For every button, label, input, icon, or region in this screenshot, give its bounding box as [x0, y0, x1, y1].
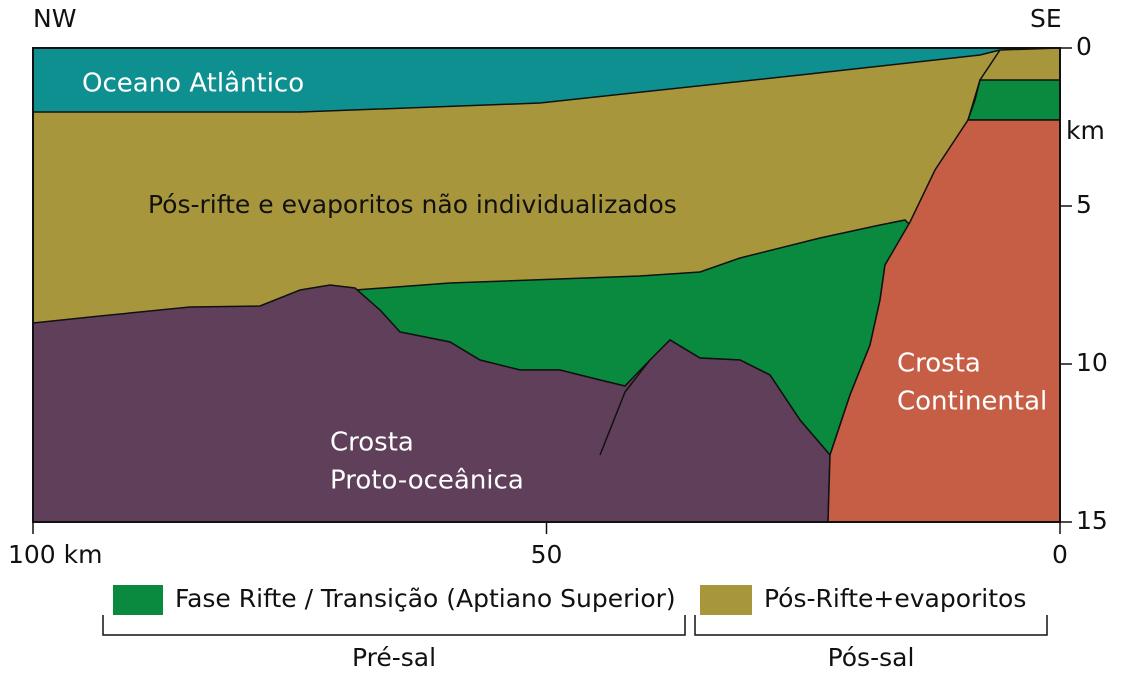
se-label: SE: [1030, 4, 1062, 33]
bracket-label: Pré-sal: [352, 643, 436, 672]
post-rift-label: Pós-rifte e evaporitos não individualiza…: [148, 190, 677, 219]
depth-tick-label: 15: [1076, 506, 1108, 535]
proto-label: Proto-oceânica: [330, 466, 524, 496]
distance-tick-label: 50: [531, 540, 563, 569]
nw-label: NW: [33, 4, 76, 33]
axes: 0 5 10 15 100 km 50 0: [8, 32, 1108, 569]
legend-swatch: [113, 585, 163, 615]
ocean-label: Oceano Atlântico: [82, 69, 304, 99]
fault: [599, 359, 651, 456]
boundary: [967, 49, 1001, 121]
distance-tick-label: 0: [1052, 540, 1068, 569]
depth-tick-label: 0: [1076, 32, 1092, 61]
distance-tick-label: 100 km: [8, 540, 103, 569]
bracket: [694, 615, 1048, 636]
bracket-label: Pós-sal: [828, 643, 915, 672]
continental-crust: [827, 119, 1061, 523]
continental-label: Continental: [897, 387, 1047, 417]
continental-label: Crosta: [897, 349, 981, 379]
depth-unit: km: [1066, 116, 1105, 145]
legend-label: Pós-Rifte+evaporitos: [764, 584, 1026, 613]
legend-swatch: [700, 585, 752, 615]
proto-crust: [32, 284, 831, 523]
depth-tick-label: 10: [1076, 348, 1108, 377]
legend-label: Fase Rifte / Transição (Aptiano Superior…: [175, 584, 676, 613]
depth-tick-label: 5: [1076, 190, 1092, 219]
bracket: [102, 615, 686, 636]
rift-layer-east: [966, 79, 1061, 121]
proto-label: Crosta: [330, 428, 414, 458]
